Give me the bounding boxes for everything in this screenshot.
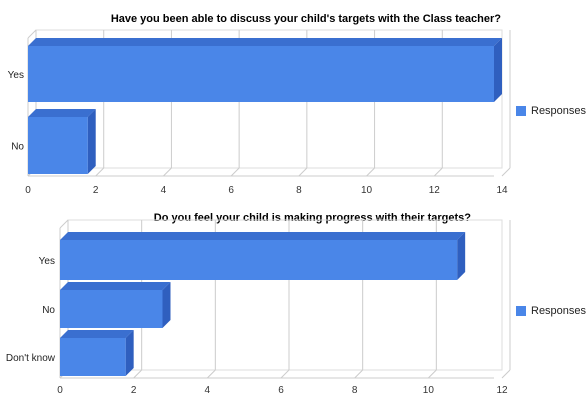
bar-chart-making-progress: 0 2 4 6 8 10 12 Yes No Don't know [6, 219, 511, 396]
x-tick-label: 8 [296, 185, 302, 196]
bar [60, 338, 126, 376]
x-tick-label: 10 [361, 185, 373, 196]
gridline-foot [501, 369, 511, 379]
gridline-foot [427, 369, 437, 379]
x-tick-label: 4 [205, 385, 211, 396]
bar-top [60, 232, 466, 240]
category-label: No [42, 305, 55, 316]
legend-label: Responses [531, 305, 587, 317]
bar [28, 117, 88, 174]
gridline-foot [163, 167, 172, 177]
x-tick-label: 0 [25, 185, 31, 196]
bar [28, 46, 494, 102]
bar-side [457, 232, 466, 280]
bar-side [87, 109, 96, 174]
x-tick-label: 14 [496, 185, 508, 196]
bar-top [60, 282, 171, 290]
left-wall-top [27, 29, 37, 39]
category-label: Don't know [6, 353, 56, 364]
gridline-foot [366, 167, 375, 177]
gridline-foot [280, 369, 290, 379]
bar [60, 240, 458, 280]
bar-side [162, 282, 171, 328]
legend[interactable]: Responses [516, 305, 586, 317]
gridline-foot [501, 167, 511, 177]
x-tick-label: 8 [352, 385, 358, 396]
bar-top [28, 38, 502, 46]
x-tick-label: 10 [423, 385, 435, 396]
category-label: No [11, 142, 24, 153]
chart-title: Have you been able to discuss your child… [110, 13, 501, 25]
bar-side [494, 38, 502, 102]
legend[interactable]: Responses [516, 105, 586, 117]
bar-side [125, 330, 134, 376]
legend-swatch [516, 106, 526, 116]
chart-making-progress: Do you feel your child is making progres… [0, 200, 588, 404]
gridline-foot [433, 167, 443, 177]
x-tick-label: 4 [161, 185, 167, 196]
gridline-foot [230, 167, 240, 177]
chart-title: Do you feel your child is making progres… [153, 212, 471, 224]
gridline-foot [298, 167, 308, 177]
chart-discuss-targets: Have you been able to discuss your child… [0, 0, 588, 200]
x-tick-label: 12 [496, 385, 508, 396]
legend-swatch [516, 306, 526, 316]
x-tick-label: 2 [131, 385, 137, 396]
x-tick-label: 6 [228, 185, 234, 196]
left-wall-top [59, 219, 69, 229]
legend-label: Responses [531, 105, 587, 117]
x-tick-label: 12 [429, 185, 441, 196]
category-label: Yes [39, 256, 55, 267]
gridline-foot [95, 167, 105, 177]
gridline-foot [206, 369, 216, 379]
category-label: Yes [8, 70, 24, 81]
gridline-foot [133, 369, 143, 379]
bar-top [60, 330, 134, 338]
x-tick-label: 2 [93, 185, 99, 196]
bar [60, 290, 163, 328]
x-tick-label: 0 [57, 385, 63, 396]
bar-chart-discuss-targets: 0 2 4 6 8 10 12 14 Yes No [8, 29, 511, 196]
gridline-foot [354, 369, 364, 379]
bar-top [28, 109, 96, 117]
x-tick-label: 6 [278, 385, 284, 396]
